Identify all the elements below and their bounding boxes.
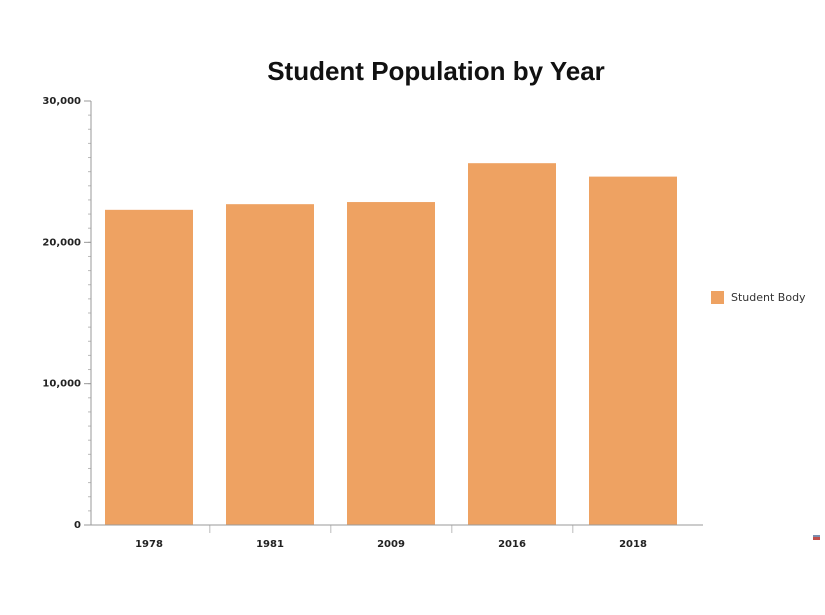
chart-title: Student Population by Year xyxy=(267,56,605,86)
bar-1978[interactable] xyxy=(105,209,193,525)
x-tick-label-1981: 1981 xyxy=(256,539,284,550)
bar-2009[interactable] xyxy=(347,202,435,525)
x-tick-label-1978: 1978 xyxy=(135,539,163,550)
x-axis-ticks: 1978 1981 2009 2016 2018 xyxy=(135,525,647,550)
export-icon[interactable] xyxy=(813,535,820,540)
y-tick-label: 20,000 xyxy=(42,237,81,248)
bar-series xyxy=(105,163,677,526)
x-tick-label-2016: 2016 xyxy=(498,539,526,550)
y-tick-label: 30,000 xyxy=(42,96,81,107)
bar-2018[interactable] xyxy=(589,176,677,525)
y-tick-label: 0 xyxy=(74,520,81,531)
legend-swatch xyxy=(711,291,724,304)
bar-2016[interactable] xyxy=(468,163,556,526)
legend: Student Body xyxy=(711,291,806,304)
x-tick-label-2009: 2009 xyxy=(377,539,405,550)
y-tick-label: 10,000 xyxy=(42,379,81,390)
legend-label-student-body: Student Body xyxy=(731,291,806,304)
bar-1981[interactable] xyxy=(226,204,314,525)
x-tick-label-2018: 2018 xyxy=(619,539,647,550)
y-axis-ticks: 0 10,000 20,000 30,000 xyxy=(42,96,91,531)
